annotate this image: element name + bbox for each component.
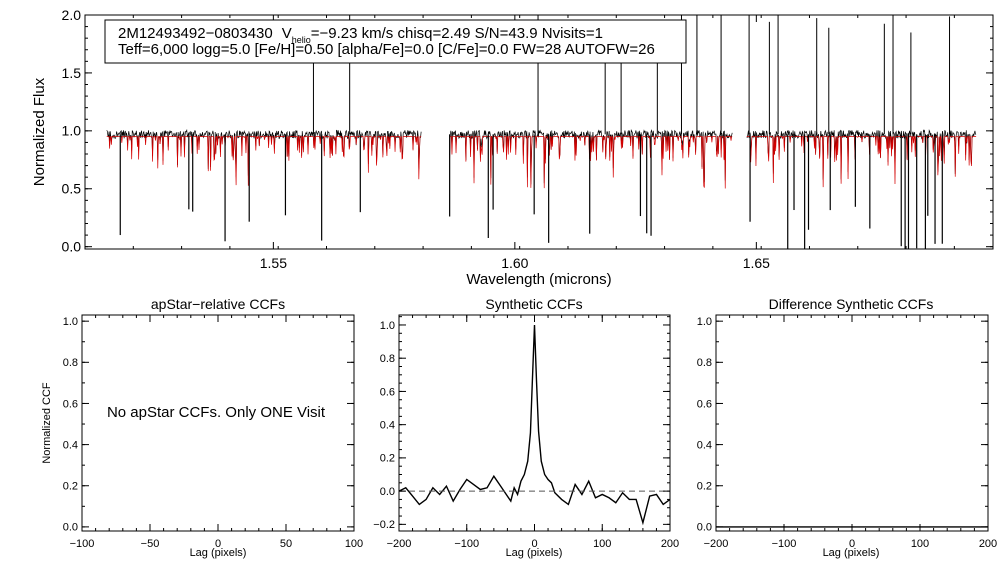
- synthetic-ccf-x-tick-label: −200: [387, 538, 412, 550]
- apstar-ccf-y-tick-label: 0.2: [63, 481, 78, 493]
- difference-ccf-ticks: −200 −100 0 100 200 0.0 0.2 0.4 0.6 0.8 1.0: [697, 315, 997, 550]
- difference-ccf-y-tick-label: 0.0: [697, 522, 712, 534]
- synthetic-ccf-y-tick-label: 0.0: [380, 486, 395, 498]
- spectrum-y-tick-label: 1.0: [62, 123, 82, 139]
- info-box-frame: [104, 19, 687, 64]
- synthetic-ccf-y-tick-label: −0.2: [373, 519, 395, 531]
- apstar-ccf-y-axis-label: Normalized CCF: [41, 382, 53, 464]
- synthetic-ccf-y-tick-label: 0.2: [380, 453, 395, 465]
- info-line-1: 2M12493492−0803430 Vhelio=−9.23 km/s chis…: [118, 25, 603, 45]
- synthetic-ccf-y-tick-label: 1.0: [380, 320, 395, 332]
- difference-ccf-x-tick-label: −100: [772, 538, 797, 550]
- apstar-ccf-x-tick-label: 50: [280, 538, 292, 550]
- synthetic-ccf-x-tick-label: −100: [454, 538, 479, 550]
- apstar-ccf-title: apStar−relative CCFs: [151, 296, 285, 312]
- spectrum-info-box: 2M12493492−0803430 Vhelio=−9.23 km/s chis…: [104, 19, 687, 64]
- apstar-ccf-y-tick-label: 0.4: [63, 439, 78, 451]
- spectrum-axes-frame: [84, 14, 994, 250]
- apstar-ccf-x-tick-label: 100: [345, 538, 363, 550]
- v-helio-subscript: helio: [292, 35, 311, 45]
- apstar-ccf-x-tick-label: −50: [141, 538, 160, 550]
- apstar-ccf-panel: apStar−relative CCFs −100 −50 0 50 100 0.0 0.2…: [41, 296, 363, 559]
- spectrum-x-tick-label: 1.65: [743, 255, 770, 271]
- info-line-2: Teff=6,000 logg=5.0 [Fe/H]=0.50 [alpha/F…: [118, 41, 655, 58]
- synthetic-ccf-y-tick-label: 0.6: [380, 386, 395, 398]
- spectrum-panel: 1.55 1.60 1.65 0.0 0.5 1.0 1.5 2.0 Wavelength (…: [31, 7, 994, 288]
- difference-ccf-x-tick-label: −200: [704, 538, 729, 550]
- apstar-ccf-y-tick-label: 0.8: [63, 357, 78, 369]
- star-id: 2M12493492−0803430: [118, 25, 273, 42]
- synthetic-spectrum-line: [449, 136, 733, 189]
- spectrum-x-tick-label: 1.55: [260, 255, 287, 271]
- difference-ccf-y-tick-label: 0.8: [697, 357, 712, 369]
- synthetic-ccf-x-tick-label: 0: [531, 538, 537, 550]
- synthetic-ccf-x-axis-label: Lag (pixels): [506, 547, 563, 559]
- difference-ccf-x-tick-label: 100: [911, 538, 929, 550]
- no-ccf-message: No apStar CCFs. Only ONE Visit: [107, 404, 326, 421]
- apstar-ccf-axes-frame: [81, 314, 355, 532]
- difference-ccf-x-axis-label: Lag (pixels): [823, 547, 880, 559]
- apstar-ccf-y-tick-label: 0.6: [63, 398, 78, 410]
- difference-ccf-title: Difference Synthetic CCFs: [769, 296, 934, 312]
- difference-ccf-x-tick-label: 0: [849, 538, 855, 550]
- apstar-ccf-y-tick-label: 1.0: [63, 316, 78, 328]
- synthetic-ccf-x-tick-label: 100: [593, 538, 611, 550]
- spectrum-y-tick-label: 1.5: [62, 65, 82, 81]
- difference-ccf-y-tick-label: 0.4: [697, 439, 712, 451]
- apstar-ccf-x-tick-label: −100: [70, 538, 95, 550]
- difference-ccf-y-tick-label: 0.2: [697, 481, 712, 493]
- v-helio-label: V: [282, 25, 292, 42]
- difference-ccf-x-tick-label: 200: [979, 538, 997, 550]
- spectrum-y-tick-label: 0.0: [62, 239, 82, 255]
- difference-ccf-y-tick-label: 1.0: [697, 316, 712, 328]
- apstar-ccf-ticks: −100 −50 0 50 100 0.0 0.2 0.4 0.6 0.8 1.0: [63, 315, 363, 550]
- synthetic-ccf-title: Synthetic CCFs: [485, 296, 582, 312]
- synthetic-spectrum-line: [746, 136, 977, 188]
- synthetic-ccf-y-tick-label: 0.8: [380, 353, 395, 365]
- synthetic-ccf-y-tick-label: 0.4: [380, 420, 395, 432]
- synthetic-ccf-line-synthetic-CCF: [398, 324, 671, 526]
- spectrum-y-axis-label: Normalized Flux: [31, 77, 48, 186]
- apstar-ccf-x-tick-label: 0: [215, 538, 221, 550]
- difference-ccf-panel: Difference Synthetic CCFs −200 −100 0 100 20…: [697, 296, 997, 559]
- synthetic-ccf-panel: Synthetic CCFs −200 −100 0 100 200 −0.2 0.0 0.2…: [373, 296, 679, 559]
- spectrum-x-tick-label: 1.60: [501, 255, 528, 271]
- synthetic-ccf-plot-area: [398, 324, 671, 526]
- spectrum-y-tick-label: 0.5: [62, 181, 82, 197]
- apstar-ccf-x-axis-label: Lag (pixels): [190, 547, 247, 559]
- difference-ccf-y-tick-label: 0.6: [697, 398, 712, 410]
- apstar-ccf-y-tick-label: 0.0: [63, 522, 78, 534]
- synthetic-spectrum-line: [106, 135, 422, 186]
- synthetic-ccf-x-tick-label: 200: [661, 538, 679, 550]
- spectrum-ticks: 1.55 1.60 1.65 0.0 0.5 1.0 1.5 2.0: [62, 7, 993, 271]
- synthetic-ccf-ticks: −200 −100 0 100 200 −0.2 0.0 0.2 0.4 0.6 0.8 1.0: [373, 315, 679, 550]
- info-line-1-values: =−9.23 km/s chisq=2.49 S/N=43.9 Nvisits=…: [311, 25, 603, 42]
- difference-ccf-axes-frame: [715, 314, 989, 532]
- spectrum-x-axis-label: Wavelength (microns): [466, 271, 611, 288]
- spectrum-y-tick-label: 2.0: [62, 7, 82, 23]
